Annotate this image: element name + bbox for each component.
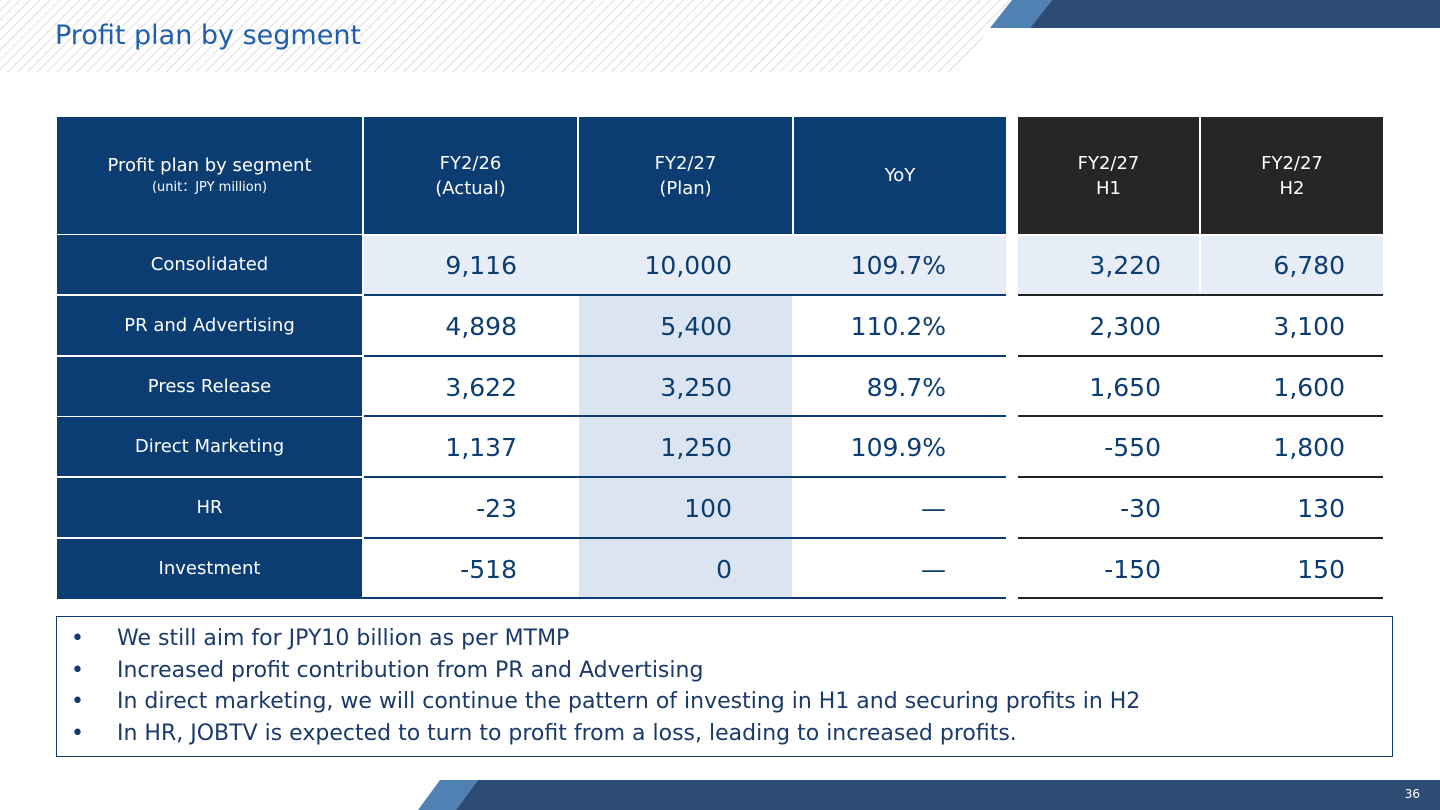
row-divider	[1018, 597, 1383, 599]
header-corner-title: Profit plan by segment	[107, 155, 312, 176]
table-cell: 130	[1297, 493, 1345, 523]
table-cell: 3,100	[1273, 311, 1345, 341]
row-divider	[364, 476, 1006, 478]
header-hatch-pattern	[0, 0, 1010, 72]
header-col-fy26-actual: FY2/26 (Actual)	[364, 117, 577, 234]
note-item: • In HR, JOBTV is expected to turn to pro…	[71, 720, 1017, 746]
table-cell: 150	[1297, 554, 1345, 584]
table-cell: 3,220	[1089, 250, 1161, 280]
label-divider	[57, 294, 362, 296]
plan-column-highlight	[579, 296, 792, 598]
row-divider	[364, 355, 1006, 357]
row-label-pr-advertising: PR and Advertising	[57, 296, 362, 355]
note-item: • In direct marketing, we will continue t…	[71, 689, 1141, 714]
row-divider	[364, 415, 1006, 417]
consolidated-h1-h2-separator	[1199, 236, 1201, 294]
table-cell: 89.7%	[866, 372, 946, 402]
notes-box: • We still aim for JPY10 billion as per M…	[56, 616, 1393, 757]
row-divider	[57, 597, 1006, 599]
table-cell: -30	[1120, 493, 1161, 523]
table-cell: 6,780	[1273, 250, 1345, 280]
table-cell: 1,600	[1273, 372, 1345, 402]
table-cell: 110.2%	[850, 311, 946, 341]
row-divider	[1018, 537, 1383, 539]
row-label-investment: Investment	[57, 539, 362, 598]
table-cell: -550	[1104, 432, 1161, 462]
table-cell: -150	[1104, 554, 1161, 584]
top-accent-bar	[990, 0, 1440, 28]
table-cell: 3,250	[660, 372, 732, 402]
header-col-yoy: YoY	[794, 117, 1006, 234]
table-cell: 109.9%	[850, 432, 946, 462]
row-divider	[364, 537, 1006, 539]
note-item: • We still aim for JPY10 billion as per M…	[71, 626, 570, 651]
table-cell: 0	[716, 554, 732, 584]
table-cell: 9,116	[445, 250, 517, 280]
row-label-direct-marketing: Direct Marketing	[57, 417, 362, 476]
note-item: • Increased profit contribution from PR a…	[71, 657, 704, 683]
row-label-consolidated: Consolidated	[57, 235, 362, 294]
row-divider	[1018, 294, 1383, 296]
table-cell: —	[921, 554, 946, 584]
header-corner-unit: (unit：JPY million)	[151, 180, 268, 195]
row-divider	[1018, 355, 1383, 357]
row-divider	[1018, 415, 1383, 417]
row-divider	[1018, 476, 1383, 478]
table-cell: -23	[476, 493, 517, 523]
table-cell: 5,400	[660, 311, 732, 341]
table-cell: 1,137	[445, 432, 517, 462]
page-number: 36	[1404, 787, 1420, 801]
row-label-hr: HR	[57, 478, 362, 537]
table-cell: 1,250	[660, 432, 732, 462]
table-cell: -518	[460, 554, 517, 584]
row-label-press-release: Press Release	[57, 357, 362, 416]
header-corner: Profit plan by segment (unit：JPY million…	[57, 117, 362, 234]
table-cell: 1,650	[1089, 372, 1161, 402]
table-cell: 109.7%	[850, 250, 946, 280]
consolidated-row-fill	[364, 236, 1006, 294]
header-col-fy27-plan: FY2/27 (Plan)	[579, 117, 792, 234]
page-title: Profit plan by segment	[55, 20, 362, 51]
header-col-fy27-h1: FY2/27 H1	[1018, 117, 1199, 234]
table-cell: 2,300	[1089, 311, 1161, 341]
table-cell: 1,800	[1273, 432, 1345, 462]
table-cell: 10,000	[644, 250, 732, 280]
bottom-accent-bar	[418, 780, 1440, 810]
row-divider	[364, 294, 1006, 296]
table-cell: 4,898	[445, 311, 517, 341]
table-cell: 100	[684, 493, 732, 523]
table-cell: 3,622	[445, 372, 517, 402]
table-cell: —	[921, 493, 946, 523]
header-col-fy27-h2: FY2/27 H2	[1201, 117, 1383, 234]
